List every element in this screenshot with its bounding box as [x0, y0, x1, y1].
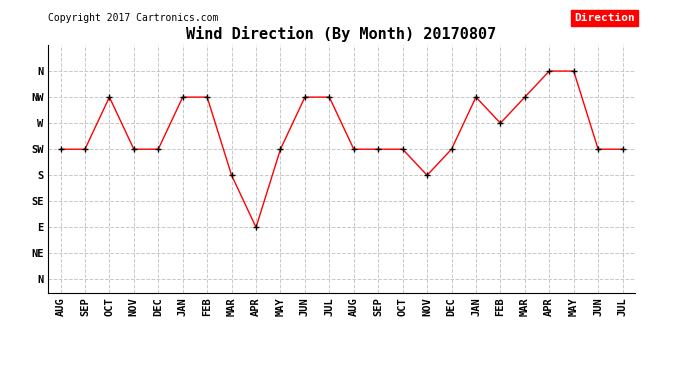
Text: Copyright 2017 Cartronics.com: Copyright 2017 Cartronics.com	[48, 13, 219, 23]
Title: Wind Direction (By Month) 20170807: Wind Direction (By Month) 20170807	[186, 27, 497, 42]
Text: Direction: Direction	[574, 13, 635, 23]
